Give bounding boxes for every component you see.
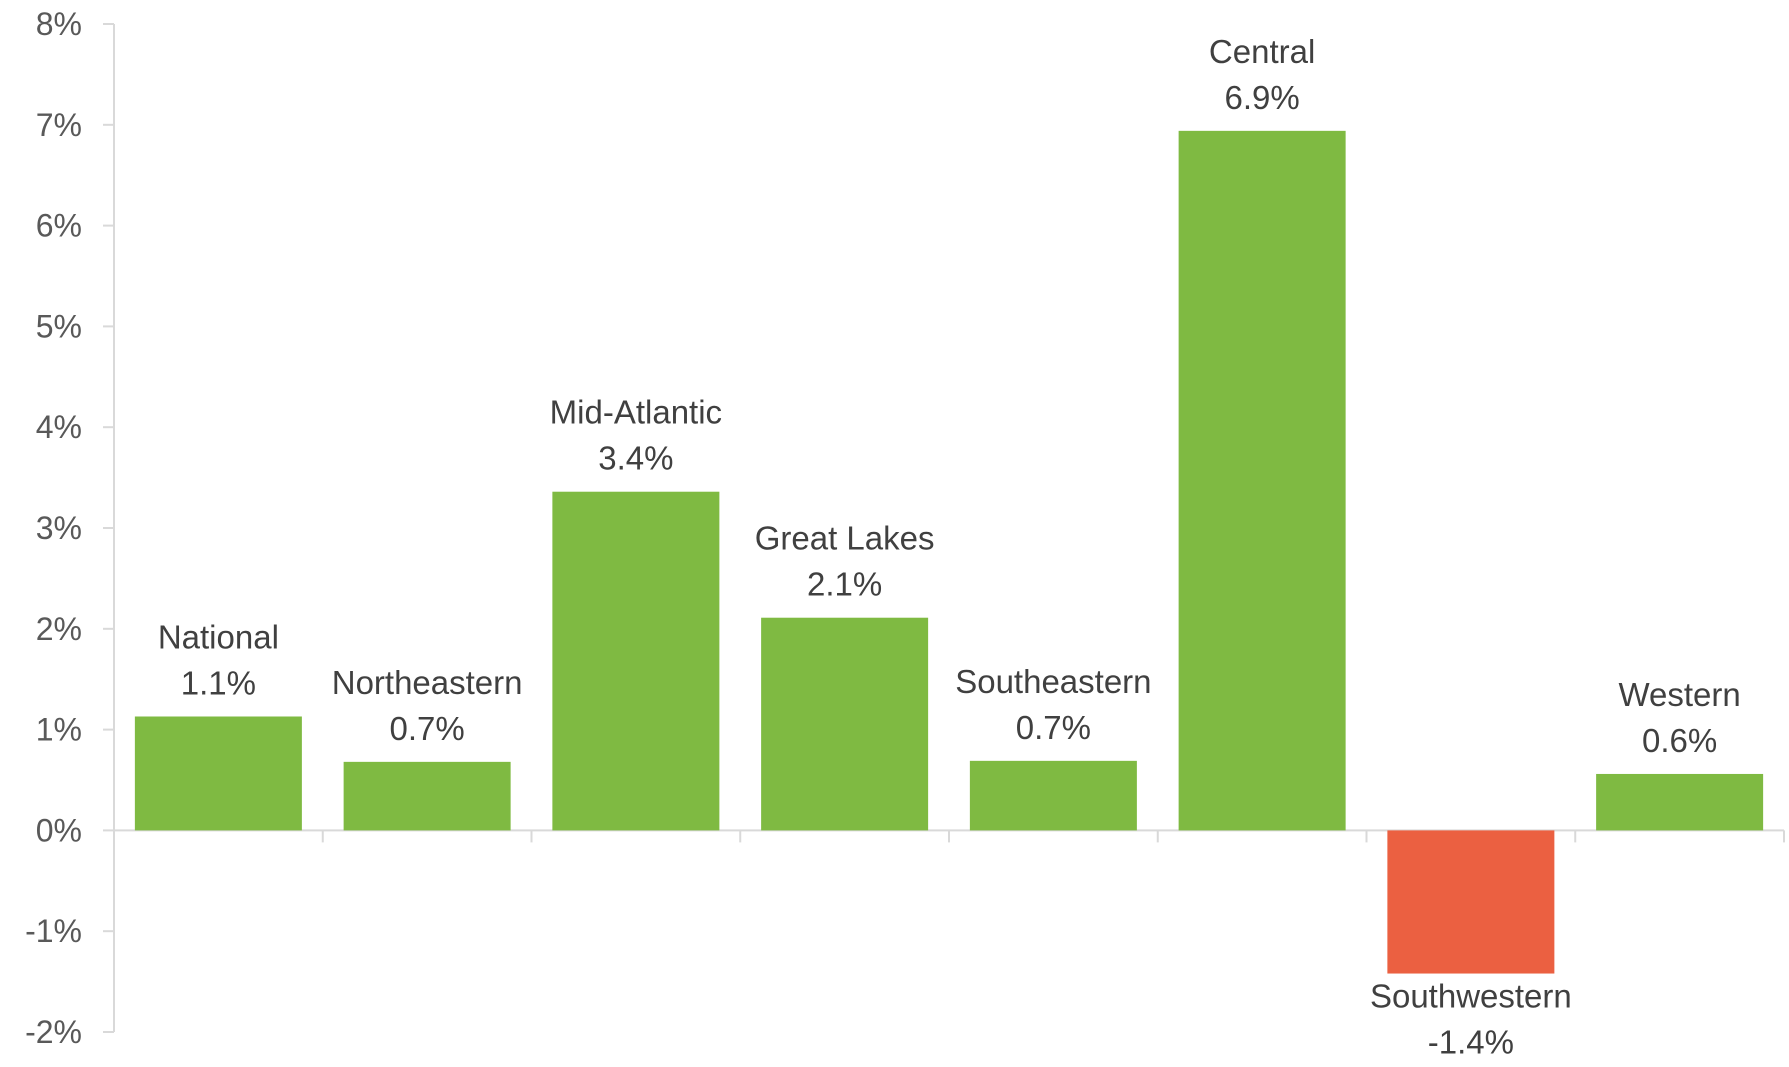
bar-southeastern	[969, 760, 1137, 831]
y-tick-label: -1%	[25, 913, 82, 949]
data-label-value: -1.4%	[1428, 1024, 1514, 1061]
y-tick-label: -2%	[25, 1014, 82, 1050]
y-tick-label: 5%	[36, 308, 82, 344]
data-label-category: Southeastern	[955, 663, 1151, 700]
data-label-category: Great Lakes	[755, 520, 935, 557]
bar-national	[134, 716, 302, 831]
data-label-category: Western	[1618, 676, 1740, 713]
data-label-value: 3.4%	[598, 440, 673, 477]
y-tick-label: 7%	[36, 107, 82, 143]
y-tick-label: 6%	[36, 208, 82, 244]
bar-western	[1596, 773, 1764, 831]
bar-central	[1178, 130, 1346, 831]
data-label-value: 0.7%	[390, 710, 465, 747]
bar-mid-atlantic	[552, 491, 720, 831]
y-tick-label: 3%	[36, 510, 82, 546]
y-tick-label: 0%	[36, 812, 82, 848]
data-label-value: 0.6%	[1642, 722, 1717, 759]
y-tick-label: 2%	[36, 611, 82, 647]
bar-southwestern	[1387, 830, 1555, 974]
data-label-category: Central	[1209, 33, 1315, 70]
data-label-category: Northeastern	[332, 664, 523, 701]
bar-northeastern	[343, 761, 511, 831]
bar-great-lakes	[761, 617, 929, 831]
data-label-value: 0.7%	[1016, 709, 1091, 746]
y-tick-label: 4%	[36, 409, 82, 445]
y-tick-label: 1%	[36, 712, 82, 748]
data-label-category: Southwestern	[1370, 978, 1572, 1015]
data-label-category: Mid-Atlantic	[550, 394, 722, 431]
data-label-category: National	[158, 618, 279, 655]
data-label-value: 2.1%	[807, 566, 882, 603]
data-label-value: 1.1%	[181, 664, 256, 701]
data-label-value: 6.9%	[1225, 79, 1300, 116]
y-tick-label: 8%	[36, 6, 82, 42]
